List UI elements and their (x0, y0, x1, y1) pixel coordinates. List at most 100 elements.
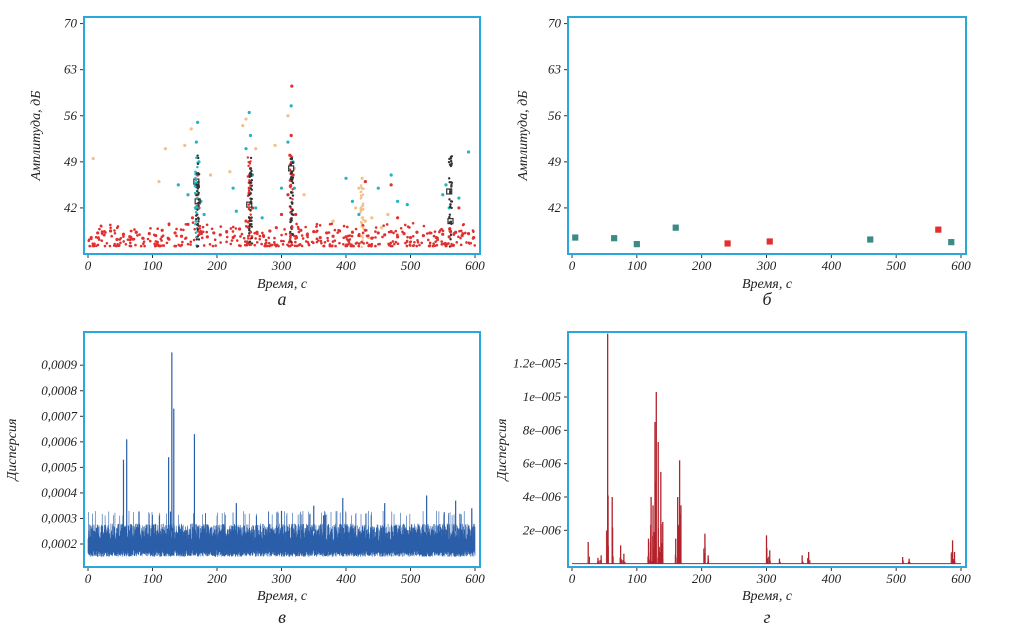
data-point (250, 225, 253, 228)
data-point (293, 244, 297, 248)
data-point (315, 225, 318, 228)
y-tick-label: 42 (548, 200, 562, 215)
data-point (315, 240, 319, 244)
data-point (348, 234, 352, 237)
data-point (376, 186, 380, 190)
data-point (383, 233, 387, 237)
x-tick-label: 100 (143, 571, 163, 586)
data-point (362, 187, 365, 190)
data-point (396, 233, 399, 237)
data-point (225, 235, 229, 239)
data-point (254, 206, 258, 210)
x-tick-label: 500 (401, 571, 421, 586)
x-tick-label: 300 (756, 258, 777, 273)
data-point (935, 226, 942, 233)
data-point (244, 147, 248, 151)
data-point (270, 243, 274, 247)
data-point (286, 193, 290, 197)
data-point (281, 243, 285, 246)
data-point (241, 124, 245, 128)
data-point (260, 216, 264, 220)
data-point (197, 180, 200, 184)
data-point (175, 234, 178, 238)
data-point (108, 229, 113, 233)
data-point (287, 240, 291, 244)
data-point (153, 244, 157, 248)
y-axis-label: Дисперсия (495, 418, 510, 482)
data-point (359, 184, 363, 187)
data-point (191, 221, 195, 224)
data-point (205, 230, 209, 234)
data-point (379, 226, 384, 230)
data-point (401, 230, 404, 234)
data-point (416, 241, 420, 244)
data-point (197, 238, 201, 241)
data-point (136, 234, 139, 237)
data-point (148, 239, 152, 243)
plot-area (87, 352, 476, 557)
data-point (237, 227, 242, 231)
data-point (197, 233, 201, 236)
data-point (118, 238, 122, 241)
data-point (214, 244, 218, 247)
data-point (290, 210, 293, 213)
data-point (179, 234, 184, 238)
data-point (248, 162, 252, 165)
data-point (212, 231, 216, 235)
data-point (449, 203, 452, 206)
data-point (448, 188, 452, 191)
data-point (425, 232, 429, 235)
data-point (196, 183, 199, 187)
data-point (208, 173, 213, 177)
data-point (362, 218, 365, 222)
data-point (195, 193, 198, 197)
data-point (129, 235, 133, 239)
data-point (449, 221, 452, 224)
data-point (724, 240, 731, 247)
y-axis-label: Дисперсия (5, 418, 20, 482)
data-point (572, 234, 579, 241)
data-point (448, 198, 451, 201)
data-point (100, 232, 104, 235)
data-point (428, 244, 431, 248)
data-point (202, 212, 206, 217)
data-point (459, 236, 462, 240)
data-point (274, 226, 278, 230)
data-point (197, 191, 200, 195)
data-point (441, 242, 444, 246)
data-point (160, 235, 164, 239)
data-point (196, 154, 199, 157)
data-point (197, 185, 201, 189)
data-point (389, 173, 393, 177)
data-point (289, 177, 292, 181)
data-point (225, 231, 228, 234)
data-point (194, 219, 197, 223)
data-point (124, 242, 128, 246)
data-point (466, 231, 471, 236)
data-point (429, 231, 433, 235)
data-point (449, 233, 453, 237)
data-point (244, 219, 248, 223)
data-point (248, 193, 251, 197)
data-point (434, 240, 437, 243)
data-point (363, 179, 367, 184)
data-point (231, 230, 235, 233)
data-point (408, 235, 413, 240)
data-point (325, 231, 329, 235)
data-point (291, 198, 294, 201)
data-point (295, 222, 298, 226)
data-point (239, 235, 242, 238)
data-point (461, 232, 464, 235)
data-point (267, 241, 271, 245)
plot-frame (83, 331, 481, 568)
data-point (194, 214, 198, 217)
data-point (166, 236, 170, 240)
data-point (250, 219, 253, 223)
data-point (464, 231, 467, 235)
data-point (198, 224, 202, 228)
data-point (249, 160, 252, 163)
data-point (337, 228, 340, 232)
data-point (156, 240, 159, 244)
data-point (465, 241, 468, 244)
data-point (289, 104, 293, 108)
